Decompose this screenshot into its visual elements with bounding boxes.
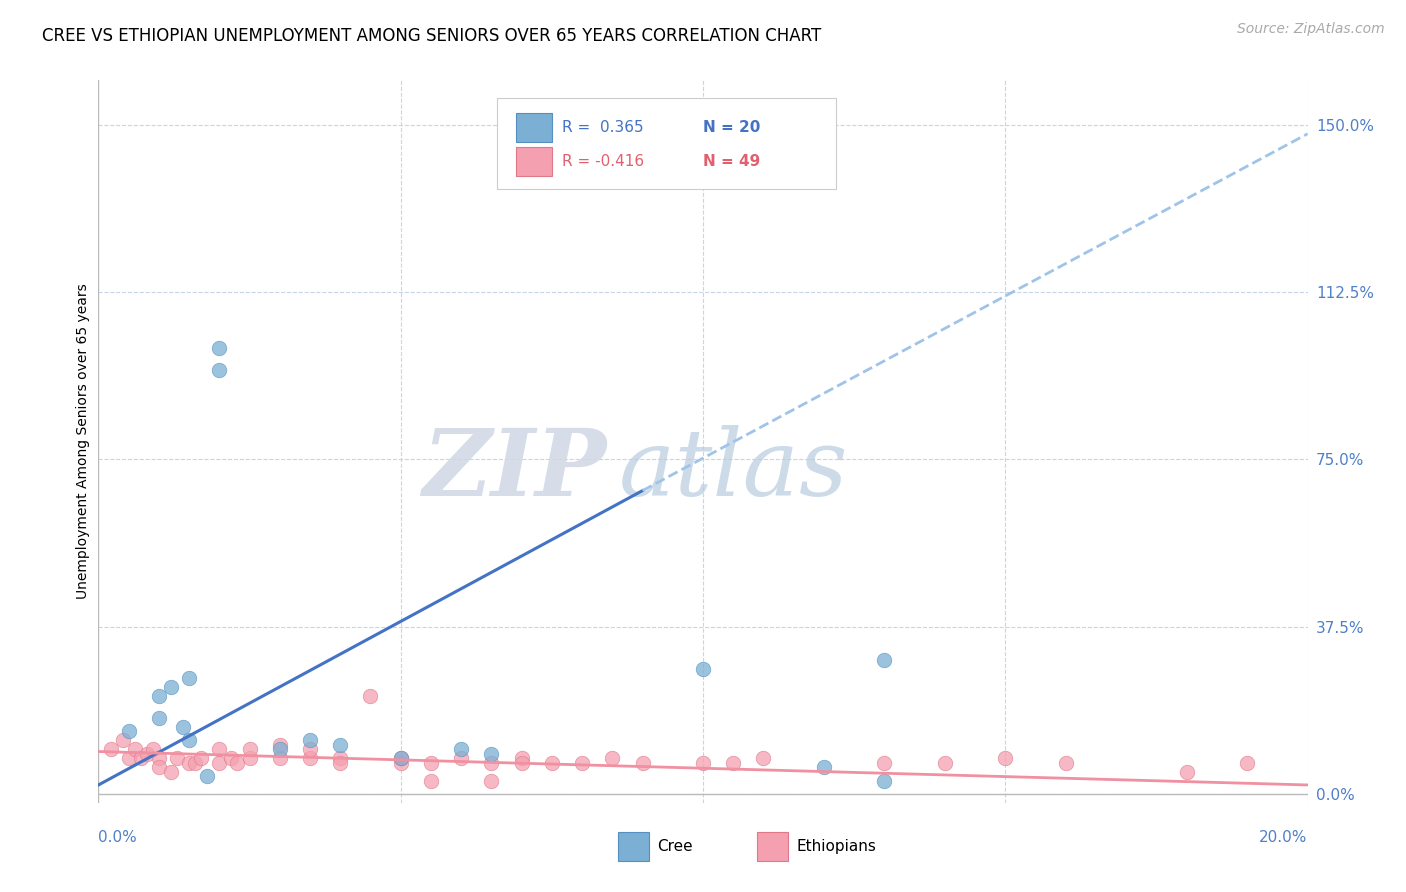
Point (148, 689, 170, 703)
Point (420, 773, 443, 788)
Point (873, 773, 896, 788)
Point (450, 751, 472, 765)
FancyBboxPatch shape (516, 112, 551, 142)
Text: atlas: atlas (619, 425, 848, 516)
Point (135, 747, 157, 761)
Point (184, 756, 207, 770)
Point (179, 671, 201, 685)
Point (389, 751, 412, 765)
FancyBboxPatch shape (619, 831, 648, 861)
Text: 0.0%: 0.0% (98, 830, 138, 845)
Point (100, 742, 122, 756)
Point (540, 756, 562, 770)
Point (692, 756, 714, 770)
Point (269, 742, 291, 756)
Point (329, 738, 352, 752)
Point (148, 751, 170, 765)
Point (873, 653, 896, 667)
Point (160, 764, 183, 779)
Text: N = 49: N = 49 (703, 154, 761, 169)
Point (329, 751, 352, 765)
Point (124, 742, 146, 756)
FancyBboxPatch shape (498, 98, 837, 189)
Text: Ethiopians: Ethiopians (796, 838, 876, 854)
Point (179, 733, 201, 747)
Point (813, 760, 835, 774)
Point (190, 751, 212, 765)
Point (221, 751, 243, 765)
Point (239, 751, 262, 765)
Point (510, 756, 533, 770)
Text: Source: ZipAtlas.com: Source: ZipAtlas.com (1237, 22, 1385, 37)
Point (481, 747, 503, 761)
Point (208, 756, 231, 770)
Point (226, 756, 249, 770)
Y-axis label: Unemployment Among Seniors over 65 years: Unemployment Among Seniors over 65 years (76, 284, 90, 599)
Point (389, 751, 412, 765)
FancyBboxPatch shape (516, 147, 551, 177)
Point (111, 733, 134, 747)
Point (571, 756, 593, 770)
Point (481, 756, 503, 770)
Point (129, 751, 152, 765)
Point (142, 742, 165, 756)
Text: CREE VS ETHIOPIAN UNEMPLOYMENT AMONG SENIORS OVER 65 YEARS CORRELATION CHART: CREE VS ETHIOPIAN UNEMPLOYMENT AMONG SEN… (42, 27, 821, 45)
Point (269, 751, 291, 765)
Point (1175, 764, 1198, 779)
Text: Cree: Cree (657, 838, 693, 854)
Point (481, 773, 503, 788)
Point (148, 711, 170, 725)
Point (299, 733, 322, 747)
Point (420, 756, 443, 770)
Point (602, 751, 624, 765)
Text: R =  0.365: R = 0.365 (561, 120, 643, 135)
Point (873, 756, 896, 770)
Point (208, 742, 231, 756)
Point (360, 689, 382, 703)
Point (994, 751, 1017, 765)
Point (208, 341, 231, 355)
Point (631, 756, 654, 770)
Point (179, 756, 201, 770)
Point (299, 742, 322, 756)
Text: ZIP: ZIP (422, 425, 606, 516)
Point (329, 756, 352, 770)
Point (195, 769, 218, 783)
Point (208, 363, 231, 377)
Text: 20.0%: 20.0% (1260, 830, 1308, 845)
Point (723, 756, 745, 770)
Point (510, 751, 533, 765)
Point (118, 724, 141, 739)
Point (1236, 756, 1258, 770)
Point (166, 751, 188, 765)
Point (934, 756, 956, 770)
Point (148, 760, 170, 774)
Point (752, 751, 775, 765)
Text: N = 20: N = 20 (703, 120, 761, 135)
Point (160, 680, 183, 694)
Point (389, 756, 412, 770)
Point (692, 662, 714, 676)
FancyBboxPatch shape (758, 831, 787, 861)
Point (118, 751, 141, 765)
Point (450, 742, 472, 756)
Text: R = -0.416: R = -0.416 (561, 154, 644, 169)
Point (1054, 756, 1077, 770)
Point (269, 738, 291, 752)
Point (239, 742, 262, 756)
Point (172, 720, 194, 734)
Point (299, 751, 322, 765)
